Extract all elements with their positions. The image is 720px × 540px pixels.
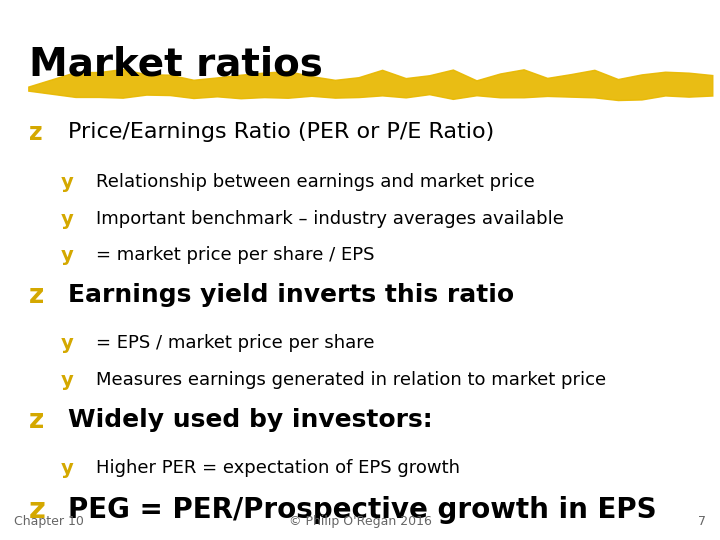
Text: 7: 7 (698, 515, 706, 528)
Text: Earnings yield inverts this ratio: Earnings yield inverts this ratio (68, 283, 515, 307)
Text: Market ratios: Market ratios (29, 46, 323, 84)
Text: y: y (61, 459, 74, 478)
Text: z: z (29, 122, 42, 145)
Text: z: z (29, 496, 45, 524)
Text: Relationship between earnings and market price: Relationship between earnings and market… (96, 173, 534, 191)
Text: y: y (61, 246, 74, 265)
Text: Important benchmark – industry averages available: Important benchmark – industry averages … (96, 210, 564, 227)
Text: Measures earnings generated in relation to market price: Measures earnings generated in relation … (96, 371, 606, 389)
Text: z: z (29, 283, 44, 309)
Text: = EPS / market price per share: = EPS / market price per share (96, 334, 374, 352)
Text: y: y (61, 173, 74, 192)
Text: = market price per share / EPS: = market price per share / EPS (96, 246, 374, 264)
Text: y: y (61, 334, 74, 353)
Text: Widely used by investors:: Widely used by investors: (68, 408, 433, 431)
Text: PEG = PER/Prospective growth in EPS: PEG = PER/Prospective growth in EPS (68, 496, 657, 524)
Text: Price/Earnings Ratio (PER or P/E Ratio): Price/Earnings Ratio (PER or P/E Ratio) (68, 122, 495, 141)
Text: y: y (61, 210, 74, 228)
Text: Higher PER = expectation of EPS growth: Higher PER = expectation of EPS growth (96, 459, 460, 477)
Polygon shape (29, 70, 713, 100)
Text: y: y (61, 371, 74, 390)
Text: Chapter 10: Chapter 10 (14, 515, 84, 528)
Text: z: z (29, 408, 44, 434)
Text: © Philip O'Regan 2016: © Philip O'Regan 2016 (289, 515, 431, 528)
